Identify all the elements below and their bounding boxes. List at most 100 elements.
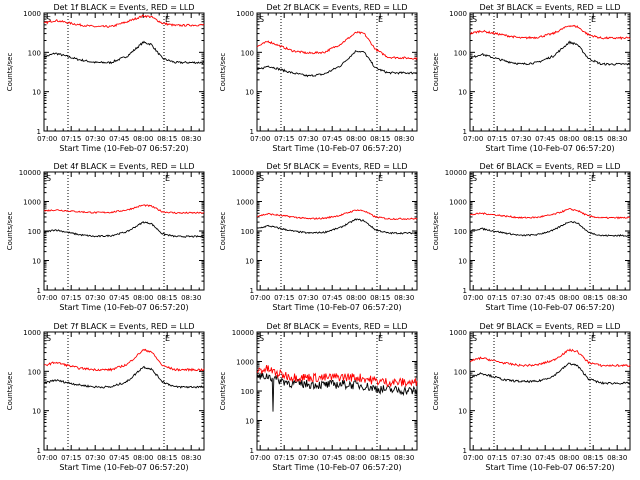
x-tick-label: 07:30 bbox=[85, 454, 105, 462]
y-tick-label: 1000 bbox=[449, 10, 467, 18]
events-series-line bbox=[470, 362, 631, 385]
panel-title: Det 3f BLACK = Events, RED = LLD bbox=[479, 3, 620, 12]
lld-series-line bbox=[256, 31, 418, 61]
y-tick-label: 1 bbox=[463, 287, 467, 295]
x-axis-label: Start Time (10-Feb-07 06:57:20) bbox=[272, 463, 401, 472]
x-tick-label: 08:15 bbox=[157, 135, 177, 143]
detector-panel: Det 6f BLACK = Events, RED = LLD Counts/s… bbox=[432, 162, 631, 312]
y-tick-label: 1000 bbox=[236, 10, 254, 18]
x-tick-label: 07:15 bbox=[487, 135, 507, 143]
y-tick-label: 10000 bbox=[19, 169, 41, 177]
x-tick-label: 07:15 bbox=[487, 294, 507, 302]
lld-series-line bbox=[469, 348, 631, 368]
events-series-line bbox=[43, 40, 205, 65]
plot-frame bbox=[43, 331, 205, 451]
lld-series-line bbox=[469, 208, 631, 220]
x-tick-label: 08:30 bbox=[607, 294, 627, 302]
x-tick-label: 07:00 bbox=[463, 294, 483, 302]
start-marker: S bbox=[472, 174, 477, 183]
panel-title: Det 8f BLACK = Events, RED = LLD bbox=[266, 322, 407, 331]
y-tick-label: 100 bbox=[28, 228, 41, 236]
x-tick-label: 07:30 bbox=[298, 454, 318, 462]
start-marker: S bbox=[46, 334, 51, 343]
y-axis-label: Counts/sec bbox=[6, 212, 14, 251]
y-tick-label: 1000 bbox=[449, 199, 467, 207]
x-tick-label: 08:15 bbox=[583, 294, 603, 302]
events-series-line bbox=[469, 221, 631, 237]
lld-series-line bbox=[256, 365, 418, 388]
x-tick-label: 08:15 bbox=[370, 135, 390, 143]
x-tick-label: 08:30 bbox=[181, 294, 201, 302]
end-marker: E bbox=[591, 334, 596, 343]
start-marker: S bbox=[259, 334, 264, 343]
x-tick-label: 08:00 bbox=[559, 454, 579, 462]
x-tick-label: 08:00 bbox=[133, 454, 153, 462]
y-tick-label: 1000 bbox=[23, 10, 41, 18]
y-tick-label: 1000 bbox=[23, 329, 41, 337]
x-tick-label: 08:00 bbox=[346, 294, 366, 302]
x-tick-label: 08:15 bbox=[583, 135, 603, 143]
y-tick-label: 1 bbox=[37, 447, 41, 455]
plot-frame bbox=[256, 171, 418, 291]
events-series-line bbox=[256, 50, 418, 78]
x-tick-label: 07:15 bbox=[61, 454, 81, 462]
start-marker: S bbox=[46, 174, 51, 183]
y-tick-label: 100 bbox=[241, 388, 254, 396]
x-tick-label: 07:30 bbox=[298, 294, 318, 302]
x-tick-label: 07:30 bbox=[511, 294, 531, 302]
panel-title: Det 9f BLACK = Events, RED = LLD bbox=[479, 322, 620, 331]
y-tick-label: 1000 bbox=[236, 199, 254, 207]
lld-series-line bbox=[43, 14, 205, 29]
panel-title: Det 4f BLACK = Events, RED = LLD bbox=[53, 162, 194, 171]
events-series-line bbox=[43, 221, 205, 238]
x-tick-label: 08:00 bbox=[559, 135, 579, 143]
start-marker: S bbox=[259, 174, 264, 183]
end-marker: E bbox=[378, 174, 383, 183]
x-tick-label: 07:45 bbox=[535, 454, 555, 462]
panel-title: Det 6f BLACK = Events, RED = LLD bbox=[479, 162, 620, 171]
end-marker: E bbox=[165, 15, 170, 24]
y-axis-label: Counts/sec bbox=[6, 53, 14, 92]
x-tick-label: 08:15 bbox=[157, 454, 177, 462]
y-tick-label: 10 bbox=[245, 258, 254, 266]
plot-frame bbox=[43, 12, 205, 132]
x-tick-label: 08:30 bbox=[394, 454, 414, 462]
x-tick-label: 07:00 bbox=[463, 135, 483, 143]
y-axis-label: Counts/sec bbox=[219, 372, 227, 411]
lld-series-line bbox=[257, 209, 418, 221]
y-tick-label: 1000 bbox=[23, 199, 41, 207]
x-tick-label: 07:15 bbox=[274, 454, 294, 462]
y-tick-label: 10 bbox=[32, 258, 41, 266]
x-tick-label: 08:15 bbox=[370, 294, 390, 302]
y-tick-label: 100 bbox=[454, 368, 467, 376]
x-tick-label: 08:30 bbox=[181, 454, 201, 462]
y-tick-label: 10000 bbox=[232, 329, 254, 337]
x-tick-label: 08:00 bbox=[346, 454, 366, 462]
x-tick-label: 08:15 bbox=[370, 454, 390, 462]
y-tick-label: 1 bbox=[37, 128, 41, 136]
plot-frame bbox=[43, 171, 205, 291]
plot-frame bbox=[469, 331, 631, 451]
detector-panel: Det 9f BLACK = Events, RED = LLD Counts/s… bbox=[432, 322, 631, 472]
y-tick-label: 10 bbox=[458, 408, 467, 416]
x-tick-label: 07:15 bbox=[274, 135, 294, 143]
x-tick-label: 07:00 bbox=[250, 294, 270, 302]
x-axis-label: Start Time (10-Feb-07 06:57:20) bbox=[485, 463, 614, 472]
y-tick-label: 10000 bbox=[232, 169, 254, 177]
end-marker: E bbox=[591, 15, 596, 24]
end-marker: E bbox=[165, 334, 170, 343]
x-axis-label: Start Time (10-Feb-07 06:57:20) bbox=[485, 144, 614, 153]
detector-panel: Det 7f BLACK = Events, RED = LLD Counts/s… bbox=[6, 322, 205, 472]
x-axis-label: Start Time (10-Feb-07 06:57:20) bbox=[59, 144, 188, 153]
end-marker: E bbox=[591, 174, 596, 183]
y-tick-label: 1 bbox=[250, 447, 254, 455]
x-axis-label: Start Time (10-Feb-07 06:57:20) bbox=[59, 463, 188, 472]
y-tick-label: 1 bbox=[463, 128, 467, 136]
x-tick-label: 07:45 bbox=[109, 294, 129, 302]
y-axis-label: Counts/sec bbox=[432, 212, 440, 251]
x-tick-label: 07:00 bbox=[250, 135, 270, 143]
start-marker: S bbox=[46, 15, 51, 24]
x-tick-label: 07:00 bbox=[37, 454, 57, 462]
x-tick-label: 08:30 bbox=[607, 135, 627, 143]
